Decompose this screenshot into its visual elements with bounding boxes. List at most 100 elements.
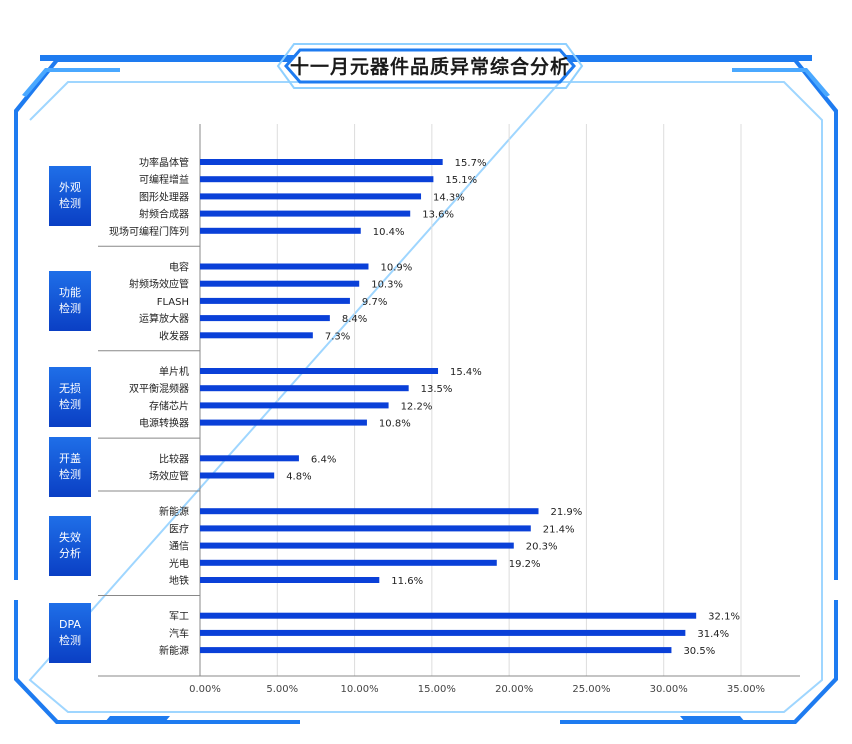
bar (200, 210, 411, 217)
group-label-line2: 检测 (59, 467, 81, 481)
category-label: 医疗 (169, 522, 189, 535)
data-label: 21.4% (543, 524, 575, 535)
category-label: 收发器 (159, 329, 189, 342)
category-label: 可编程增益 (139, 173, 189, 186)
bar (200, 402, 389, 409)
group-label-line1: 失效 (59, 530, 81, 544)
data-label: 9.7% (362, 297, 387, 308)
category-label: 射频场效应管 (129, 278, 189, 291)
group-label: 外观 检测 (49, 166, 91, 227)
group-label-line1: 功能 (59, 285, 81, 299)
group-label-line2: 检测 (59, 301, 81, 315)
bar (200, 472, 275, 479)
data-label: 15.4% (450, 367, 482, 378)
data-label: 30.5% (683, 646, 715, 657)
category-label: 存储芯片 (149, 399, 189, 412)
category-label: 单片机 (159, 365, 189, 378)
data-label: 13.6% (422, 210, 454, 221)
bar (200, 315, 330, 322)
bar (200, 577, 380, 583)
category-label: 双平衡混频器 (129, 382, 189, 395)
category-label: 功率晶体管 (139, 156, 189, 169)
x-tick-label: 20.00% (495, 684, 533, 695)
category-label: 电容 (169, 261, 189, 274)
data-label: 10.9% (380, 263, 412, 274)
category-label: 汽车 (169, 627, 189, 640)
bar (200, 159, 443, 165)
bar (200, 297, 350, 304)
x-tick-label: 30.00% (650, 684, 688, 695)
group-label-line2: 检测 (59, 197, 81, 211)
data-label: 21.9% (551, 507, 583, 518)
category-label: 图形处理器 (139, 191, 189, 203)
data-label: 4.8% (286, 472, 311, 483)
bar (200, 263, 369, 270)
category-label: 新能源 (159, 644, 189, 657)
group-label-line1: DPA (59, 617, 81, 631)
bar (200, 385, 409, 392)
category-label: 光电 (169, 557, 189, 570)
data-label: 12.2% (401, 401, 433, 412)
group-label-line1: 开盖 (59, 451, 81, 465)
x-tick-label: 35.00% (727, 684, 765, 695)
bar (200, 455, 299, 462)
group-label-line1: 外观 (59, 181, 81, 195)
bar (200, 368, 439, 374)
data-label: 32.1% (708, 612, 740, 623)
bar (200, 525, 531, 532)
data-label: 13.5% (421, 384, 453, 395)
data-label: 14.3% (433, 192, 465, 203)
group-label-line1: 无损 (59, 381, 81, 395)
category-label: 射频合成器 (139, 208, 189, 221)
group-label: 失效 分析 (49, 515, 91, 576)
page-title: 十一月元器件品质异常综合分析 (289, 55, 570, 78)
bar (200, 559, 497, 566)
bar (200, 176, 434, 183)
category-label: 通信 (169, 541, 189, 553)
bar (200, 193, 422, 200)
bar (200, 612, 697, 619)
bar (200, 419, 367, 426)
group-label-line2: 检测 (59, 633, 81, 647)
data-label: 31.4% (697, 629, 729, 640)
data-label: 15.1% (445, 175, 477, 186)
data-label: 15.7% (455, 158, 487, 169)
data-label: 10.8% (379, 419, 411, 430)
data-label: 19.2% (509, 559, 541, 570)
group-label: 功能 检测 (49, 270, 91, 331)
group-label-line2: 检测 (59, 397, 81, 411)
x-tick-label: 15.00% (418, 684, 456, 695)
category-label: 电源转换器 (139, 417, 189, 430)
bar (200, 332, 313, 339)
x-tick-label: 25.00% (572, 684, 610, 695)
bar (200, 629, 686, 636)
category-label: 地铁 (169, 574, 189, 587)
category-label: 军工 (169, 611, 189, 623)
data-label: 7.3% (325, 331, 350, 342)
data-label: 20.3% (526, 542, 558, 553)
category-label: 现场可编程门阵列 (109, 225, 189, 238)
bar (200, 227, 361, 234)
data-label: 6.4% (311, 454, 336, 465)
category-label: 新能源 (159, 505, 189, 518)
category-label: 场效应管 (149, 470, 189, 483)
group-label-line2: 分析 (59, 546, 81, 560)
bar (200, 280, 360, 287)
data-label: 8.4% (342, 314, 367, 325)
bar (200, 647, 672, 654)
data-label: 10.3% (371, 280, 403, 291)
x-tick-label: 0.00% (189, 684, 221, 695)
category-label: FLASH (157, 297, 189, 308)
x-tick-label: 10.00% (341, 684, 379, 695)
group-label: DPA 检测 (49, 602, 91, 663)
group-label: 开盖 检测 (49, 436, 91, 497)
bar (200, 508, 539, 515)
bar (200, 542, 514, 549)
data-label: 10.4% (373, 227, 405, 238)
x-tick-label: 5.00% (266, 684, 298, 695)
group-label: 无损 检测 (49, 366, 91, 427)
data-label: 11.6% (391, 576, 423, 587)
category-label: 比较器 (159, 452, 189, 465)
